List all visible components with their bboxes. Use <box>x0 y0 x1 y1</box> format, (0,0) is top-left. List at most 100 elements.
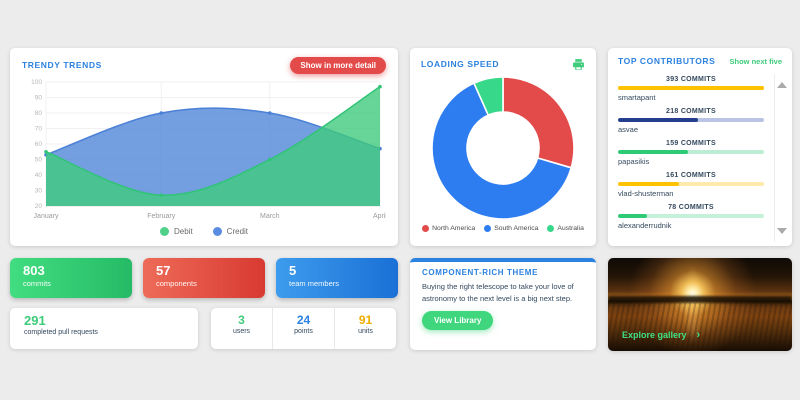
trend-area-chart: 20 30 40 50 60 70 80 90 100 January February March A… <box>31 79 386 220</box>
contributor-progress-fill <box>618 150 689 154</box>
sunset-field <box>608 302 792 351</box>
mini-stat-value: 3 <box>238 313 245 327</box>
trendy-trends-title: TRENDY TRENDS <box>22 60 102 70</box>
legend-dot-icon <box>422 225 430 232</box>
legend-item-debit[interactable]: Debit <box>159 227 193 236</box>
view-library-button[interactable]: View Library <box>422 311 494 331</box>
legend-label: Australia <box>557 225 584 232</box>
trendy-trends-card: TRENDY TRENDS Show in more detail 20 30 40… <box>10 48 398 246</box>
data-point-debit <box>267 157 272 162</box>
sunset-treeline <box>608 296 792 303</box>
contributor-list: 393 COMMITS smartapant 218 COMMITS asvae 159… <box>618 76 764 230</box>
mini-stat-units: 91 units <box>334 308 396 349</box>
mini-stat-value: 91 <box>358 313 373 327</box>
data-point-debit <box>159 193 164 197</box>
theme-card-body: Buying the right telescope to take your … <box>422 282 574 303</box>
show-more-detail-button[interactable]: Show in more detail <box>290 56 386 74</box>
scroll-down-arrow-icon[interactable] <box>777 228 787 234</box>
donut-segment-australia <box>472 76 504 117</box>
area-debit <box>46 86 380 206</box>
y-tick-label: 80 <box>35 110 43 117</box>
donut-legend-item-australia[interactable]: Australia <box>547 225 584 232</box>
contributor-progress-track <box>618 150 764 154</box>
x-tick-label: February <box>147 213 176 220</box>
donut-legend-item-north-america[interactable]: North America <box>422 225 475 232</box>
top-contributors-header: TOP CONTRIBUTORS Show next five <box>618 56 782 72</box>
data-point-debit <box>378 84 382 89</box>
x-tick-label: January <box>34 213 59 220</box>
contributor-progress-fill <box>618 86 764 90</box>
stat-label: team members <box>289 278 340 288</box>
gallery-card[interactable]: Explore gallery › <box>608 258 792 351</box>
line-debit <box>45 86 381 196</box>
contributor-progress-track <box>618 214 764 218</box>
stat-label: commits <box>23 278 51 288</box>
donut-segment-north-america <box>502 76 575 169</box>
top-contributors-title: TOP CONTRIBUTORS <box>618 56 716 66</box>
legend-item-credit[interactable]: Credit <box>212 227 249 236</box>
contributor-name: smartapant <box>618 93 656 102</box>
explore-gallery-link[interactable]: Explore gallery › <box>622 328 701 341</box>
data-point-debit <box>44 149 48 154</box>
contributor-row: 159 COMMITS papasikis <box>618 140 764 166</box>
contributor-commits: 159 COMMITS <box>666 140 716 147</box>
stat-value: 803 <box>23 263 45 278</box>
printer-icon[interactable] <box>572 58 585 71</box>
legend-dot-icon <box>212 227 222 236</box>
mini-stat-label: users <box>232 328 251 335</box>
contributor-name: alexanderrudnik <box>618 221 672 230</box>
contributor-progress-fill <box>618 214 648 218</box>
contributor-row: 218 COMMITS asvae <box>618 108 764 134</box>
contributor-name: asvae <box>618 125 639 134</box>
contributor-progress-track <box>618 86 764 90</box>
pull-requests-card: 291 completed pull requests <box>10 308 198 349</box>
donut-legend: North America South America Australia <box>421 225 585 232</box>
trendy-trends-header: TRENDY TRENDS Show in more detail <box>22 56 386 74</box>
contributors-scrollbar[interactable] <box>774 74 789 242</box>
component-rich-theme-card: COMPONENT-RICH THEME Buying the right te… <box>410 258 596 350</box>
y-tick-label: 20 <box>35 203 43 210</box>
contributor-row: 78 COMMITS alexanderrudnik <box>618 204 764 230</box>
y-tick-label: 30 <box>35 188 43 195</box>
trend-chart-legend: Debit Credit <box>22 227 386 236</box>
contributor-progress-track <box>618 118 764 122</box>
pull-requests-value: 291 <box>24 313 46 328</box>
legend-label: Credit <box>226 227 249 236</box>
legend-dot-icon <box>547 225 555 232</box>
pull-requests-label: completed pull requests <box>24 329 98 336</box>
contributor-progress-fill <box>618 182 680 186</box>
legend-dot-icon <box>159 227 169 236</box>
data-point-credit <box>267 111 272 115</box>
contributor-row: 393 COMMITS smartapant <box>618 76 764 102</box>
scroll-up-arrow-icon[interactable] <box>777 82 787 88</box>
donut-legend-item-south-america[interactable]: South America <box>484 225 538 232</box>
y-tick-label: 50 <box>35 157 43 164</box>
y-tick-label: 60 <box>35 141 43 148</box>
mini-stat-label: units <box>358 328 373 335</box>
explore-gallery-label: Explore gallery <box>622 330 687 340</box>
chevron-right-icon: › <box>696 328 701 341</box>
theme-card-title: COMPONENT-RICH THEME <box>422 268 538 277</box>
contributor-name: vlad-shusterman <box>618 189 674 198</box>
show-next-five-link[interactable]: Show next five <box>729 57 782 66</box>
legend-dot-icon <box>484 225 492 232</box>
contributor-progress-fill <box>618 118 699 122</box>
donut-segment-south-america <box>431 82 573 220</box>
y-tick-label: 100 <box>31 79 42 86</box>
legend-label: North America <box>432 225 476 232</box>
stat-value: 57 <box>156 263 171 278</box>
mini-stat-users: 3 users <box>211 308 272 349</box>
contributor-progress-track <box>618 182 764 186</box>
mini-stat-value: 24 <box>296 313 311 327</box>
legend-label: Debit <box>173 227 193 236</box>
x-tick-label: April <box>373 213 386 220</box>
y-tick-label: 90 <box>35 95 43 102</box>
contributor-name: papasikis <box>618 157 650 166</box>
contributor-row: 161 COMMITS vlad-shusterman <box>618 172 764 198</box>
stat-value: 5 <box>289 263 297 278</box>
stat-card-components: 57 components <box>143 258 265 298</box>
loading-speed-donut-chart <box>430 75 576 221</box>
mini-stat-label: points <box>294 328 313 335</box>
contributor-commits: 393 COMMITS <box>666 76 716 83</box>
